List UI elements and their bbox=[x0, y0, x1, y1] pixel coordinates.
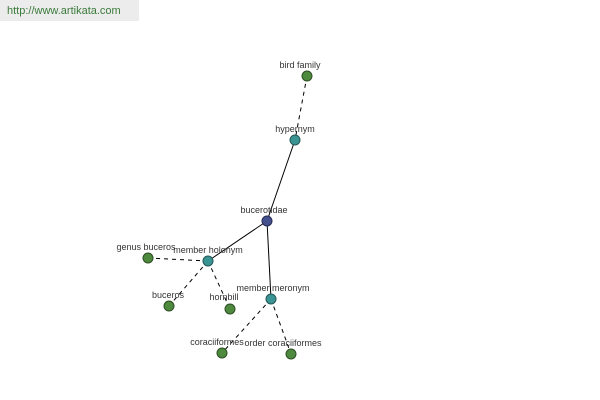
node[interactable] bbox=[163, 300, 175, 312]
node[interactable] bbox=[224, 303, 236, 315]
node[interactable] bbox=[261, 215, 273, 227]
labels: bird family hypernym bucerotidae member … bbox=[116, 60, 322, 348]
node-label[interactable]: hypernym bbox=[275, 124, 315, 134]
node[interactable] bbox=[301, 70, 313, 82]
site-url[interactable]: http://www.artikata.com bbox=[0, 0, 139, 21]
edge bbox=[207, 220, 268, 262]
node-label[interactable]: genus buceros bbox=[116, 242, 176, 252]
node[interactable] bbox=[285, 348, 297, 360]
edge bbox=[266, 220, 272, 300]
node[interactable] bbox=[265, 293, 277, 305]
node[interactable] bbox=[142, 252, 154, 264]
node-label[interactable]: hornbill bbox=[209, 292, 238, 302]
node-label[interactable]: buceros bbox=[152, 290, 185, 300]
node-label[interactable]: bucerotidae bbox=[240, 205, 287, 215]
node[interactable] bbox=[289, 134, 301, 146]
edge bbox=[266, 139, 296, 222]
nodes bbox=[142, 70, 313, 360]
node-label[interactable]: bird family bbox=[279, 60, 321, 70]
node-label[interactable]: member holonym bbox=[173, 245, 243, 255]
edge bbox=[294, 75, 308, 141]
node-label[interactable]: order coraciiformes bbox=[244, 338, 322, 348]
edge bbox=[147, 257, 209, 262]
edge bbox=[207, 260, 231, 310]
edges bbox=[147, 75, 308, 355]
edge bbox=[168, 260, 209, 307]
node-label[interactable]: member meronym bbox=[236, 283, 309, 293]
node[interactable] bbox=[216, 347, 228, 359]
node-label[interactable]: coraciiformes bbox=[190, 337, 244, 347]
node[interactable] bbox=[202, 255, 214, 267]
edge bbox=[270, 298, 292, 355]
